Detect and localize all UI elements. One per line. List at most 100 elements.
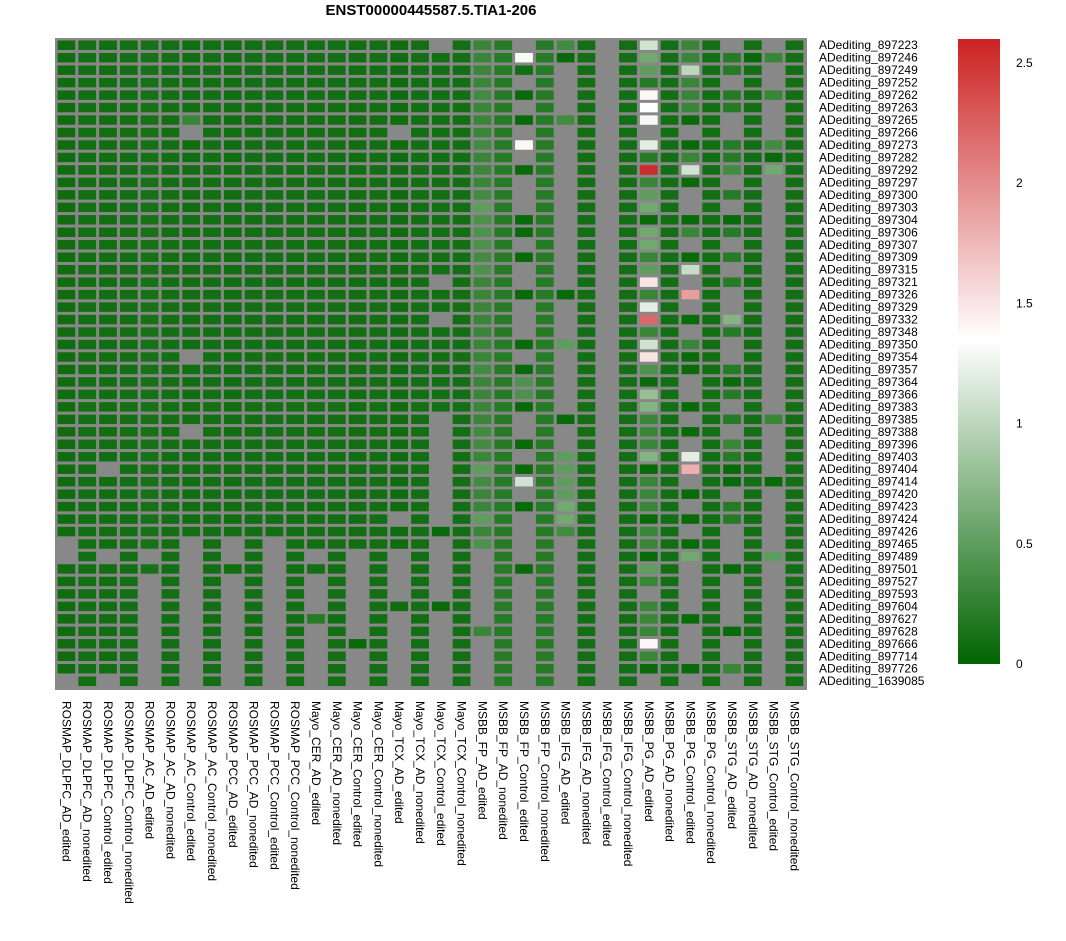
heatmap-cell bbox=[681, 626, 700, 637]
heatmap-cell bbox=[57, 514, 76, 524]
heatmap-cell bbox=[161, 364, 180, 375]
heatmap-cell bbox=[764, 190, 783, 200]
row-label: ADediting_897383 bbox=[819, 400, 918, 414]
heatmap-cell bbox=[598, 501, 617, 512]
heatmap-cell bbox=[515, 501, 533, 512]
heatmap-cell bbox=[785, 601, 804, 612]
heatmap-cell bbox=[119, 227, 138, 238]
heatmap-cell bbox=[307, 65, 325, 75]
heatmap-cell bbox=[327, 115, 346, 125]
heatmap-cell bbox=[577, 90, 596, 100]
heatmap-cell bbox=[619, 227, 637, 238]
heatmap-cell bbox=[161, 40, 180, 50]
heatmap-cell bbox=[99, 626, 117, 637]
column-label: Mayo_TCX_AD_nonedited bbox=[413, 701, 427, 844]
heatmap-cell bbox=[223, 252, 242, 262]
heatmap-cell bbox=[577, 501, 596, 512]
heatmap-cell bbox=[723, 427, 741, 437]
heatmap-cell bbox=[244, 140, 263, 150]
heatmap-cell bbox=[203, 389, 221, 400]
heatmap-cell bbox=[286, 52, 305, 63]
heatmap-cell bbox=[681, 439, 700, 450]
heatmap-cell bbox=[203, 190, 221, 200]
heatmap-cell bbox=[140, 190, 159, 200]
heatmap-cell bbox=[57, 377, 76, 387]
heatmap-cell bbox=[535, 127, 554, 138]
heatmap-cell bbox=[660, 240, 679, 250]
heatmap-cell bbox=[556, 364, 575, 375]
heatmap-cell bbox=[639, 339, 658, 350]
heatmap-cell bbox=[473, 140, 492, 150]
heatmap-cell bbox=[78, 115, 97, 125]
heatmap-cell bbox=[57, 526, 76, 537]
heatmap-cell bbox=[785, 190, 804, 200]
heatmap-cell bbox=[535, 277, 554, 287]
heatmap-cell bbox=[785, 115, 804, 125]
heatmap-cell bbox=[286, 402, 305, 412]
heatmap-cell bbox=[182, 501, 201, 512]
heatmap-cell bbox=[473, 551, 492, 562]
heatmap-cell bbox=[203, 240, 221, 250]
heatmap-cell bbox=[244, 551, 263, 562]
heatmap-cell bbox=[556, 252, 575, 262]
heatmap-cell bbox=[307, 264, 325, 275]
heatmap-cell bbox=[327, 402, 346, 412]
heatmap-cell bbox=[598, 576, 617, 587]
heatmap-cell bbox=[182, 476, 201, 487]
heatmap-cell bbox=[473, 501, 492, 512]
heatmap-cell bbox=[348, 464, 367, 474]
heatmap-cell bbox=[515, 589, 533, 599]
heatmap-cell bbox=[223, 227, 242, 238]
column-label: Mayo_CER_AD_edited bbox=[309, 701, 323, 825]
heatmap-cell bbox=[182, 514, 201, 524]
heatmap-cell bbox=[99, 264, 117, 275]
heatmap-cell bbox=[598, 202, 617, 213]
heatmap-cell bbox=[619, 414, 637, 425]
heatmap-cell bbox=[182, 427, 201, 437]
heatmap-cell bbox=[307, 452, 325, 462]
heatmap-cell bbox=[411, 90, 429, 100]
heatmap-cell bbox=[411, 202, 429, 213]
heatmap-cell bbox=[78, 152, 97, 163]
heatmap-cell bbox=[515, 564, 533, 574]
heatmap-cell bbox=[660, 601, 679, 612]
heatmap-cell bbox=[639, 526, 658, 537]
heatmap-cell bbox=[223, 439, 242, 450]
heatmap-cell bbox=[619, 65, 637, 75]
heatmap-cell bbox=[99, 227, 117, 238]
heatmap-cell bbox=[556, 165, 575, 175]
heatmap-cell bbox=[660, 564, 679, 574]
heatmap-cell bbox=[431, 614, 450, 624]
heatmap-cell bbox=[660, 327, 679, 337]
heatmap-cell bbox=[203, 452, 221, 462]
heatmap-cell bbox=[660, 227, 679, 238]
heatmap-cell bbox=[307, 526, 325, 537]
column-label: MSBB_STG_AD_edited bbox=[725, 701, 739, 829]
heatmap-cell bbox=[702, 452, 721, 462]
heatmap-cell bbox=[244, 614, 263, 624]
heatmap-cell bbox=[535, 664, 554, 674]
heatmap-cell bbox=[639, 152, 658, 163]
heatmap-cell bbox=[598, 389, 617, 400]
heatmap-cell bbox=[307, 377, 325, 387]
heatmap-cell bbox=[411, 127, 429, 138]
heatmap-cell bbox=[681, 314, 700, 325]
heatmap-cell bbox=[203, 40, 221, 50]
heatmap-cell bbox=[244, 576, 263, 587]
heatmap-cell bbox=[452, 90, 471, 100]
heatmap-cell bbox=[161, 227, 180, 238]
heatmap-cell bbox=[743, 464, 762, 474]
heatmap-cell bbox=[78, 339, 97, 350]
heatmap-cell bbox=[348, 339, 367, 350]
heatmap-cell bbox=[78, 277, 97, 287]
heatmap-cell bbox=[723, 626, 741, 637]
heatmap-cell bbox=[265, 52, 284, 63]
heatmap-cell bbox=[785, 589, 804, 599]
heatmap-cell bbox=[99, 526, 117, 537]
heatmap-cell bbox=[743, 551, 762, 562]
heatmap-cell bbox=[78, 177, 97, 188]
heatmap-cell bbox=[556, 240, 575, 250]
heatmap-cell bbox=[723, 115, 741, 125]
heatmap-cell bbox=[369, 664, 388, 674]
heatmap-cell bbox=[348, 252, 367, 262]
